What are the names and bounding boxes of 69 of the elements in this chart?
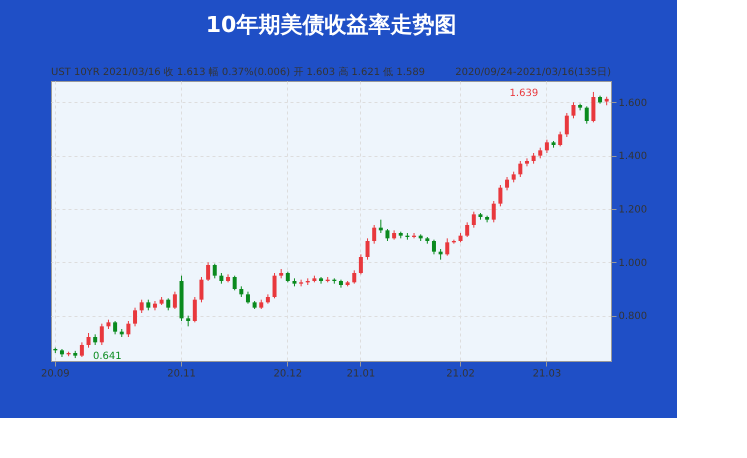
candlestick	[259, 299, 264, 310]
x-tick-label: 21.03	[532, 368, 562, 380]
candlestick	[591, 91, 596, 123]
candlestick	[498, 184, 502, 207]
candlestick	[505, 176, 510, 191]
text: UST 10YR 2021/03/16 收 1.613 幅 0.37%(0.006) 开 1.603 高 1.621 低 1.589	[51, 66, 426, 78]
x-tick-label: 21.01	[346, 368, 376, 380]
candlestick	[584, 106, 589, 124]
candlestick	[372, 224, 376, 244]
candlestick	[166, 298, 170, 311]
candlestick	[140, 299, 144, 314]
y-tick-label: 1.000	[618, 258, 648, 269]
candlestick	[239, 286, 244, 298]
candlestick	[266, 294, 270, 304]
candlestick	[246, 291, 250, 304]
text: 2020/09/24-2021/03/16(135日)	[455, 67, 612, 78]
candlestick	[279, 268, 284, 279]
candlestick	[286, 271, 290, 283]
y-tick-label: 1.400	[618, 151, 648, 162]
candlestick	[100, 323, 104, 346]
candlestick	[544, 139, 549, 154]
candlestick	[192, 296, 197, 323]
candlestick	[492, 200, 496, 223]
annotation: 1.639	[510, 88, 538, 99]
candlestick	[113, 320, 118, 335]
candlestick	[358, 254, 363, 275]
chart-title: 10年期美债收益率走势图	[206, 12, 456, 38]
candlestick	[93, 334, 98, 346]
candlestick	[512, 171, 516, 183]
candlestick	[378, 219, 383, 234]
x-tick-label: 21.02	[446, 368, 475, 380]
candlestick	[219, 272, 224, 284]
candlestick	[564, 112, 569, 138]
candlestick	[199, 276, 204, 303]
candlestick	[126, 320, 130, 338]
candlestick	[458, 232, 463, 243]
y-tick-label: 0.800	[618, 311, 648, 322]
x-tick-label: 20.11	[167, 368, 196, 380]
candlestick	[186, 315, 190, 327]
candlestick	[385, 228, 390, 242]
annotation: 0.641	[93, 351, 122, 362]
candlestick	[172, 291, 177, 310]
candlestick	[152, 300, 157, 311]
candlestick	[272, 272, 277, 299]
candlestick	[392, 230, 396, 240]
candlestick	[352, 270, 356, 284]
candlestick	[146, 299, 150, 311]
candlestick	[106, 319, 110, 330]
y-tick-label: 1.200	[618, 204, 648, 216]
candlestick	[432, 239, 436, 255]
candlestick	[232, 275, 237, 291]
candlestick	[80, 342, 84, 358]
x-tick-label: 20.09	[41, 368, 70, 380]
y-tick-label: 1.600	[618, 98, 648, 109]
candlestick	[518, 160, 522, 178]
candlestick	[212, 263, 217, 279]
candlestick	[571, 102, 576, 119]
candlestick	[445, 238, 450, 256]
candlestick	[438, 248, 443, 260]
candlestick	[206, 262, 210, 282]
candlestick	[558, 131, 562, 147]
candlestick	[465, 222, 470, 238]
candlestick	[133, 307, 138, 327]
candlestick	[538, 147, 542, 159]
candlestick	[472, 211, 476, 228]
candlestick	[86, 332, 91, 348]
candlestick	[366, 238, 370, 260]
candlestick	[532, 152, 536, 164]
x-tick-label: 20.12	[274, 368, 302, 380]
